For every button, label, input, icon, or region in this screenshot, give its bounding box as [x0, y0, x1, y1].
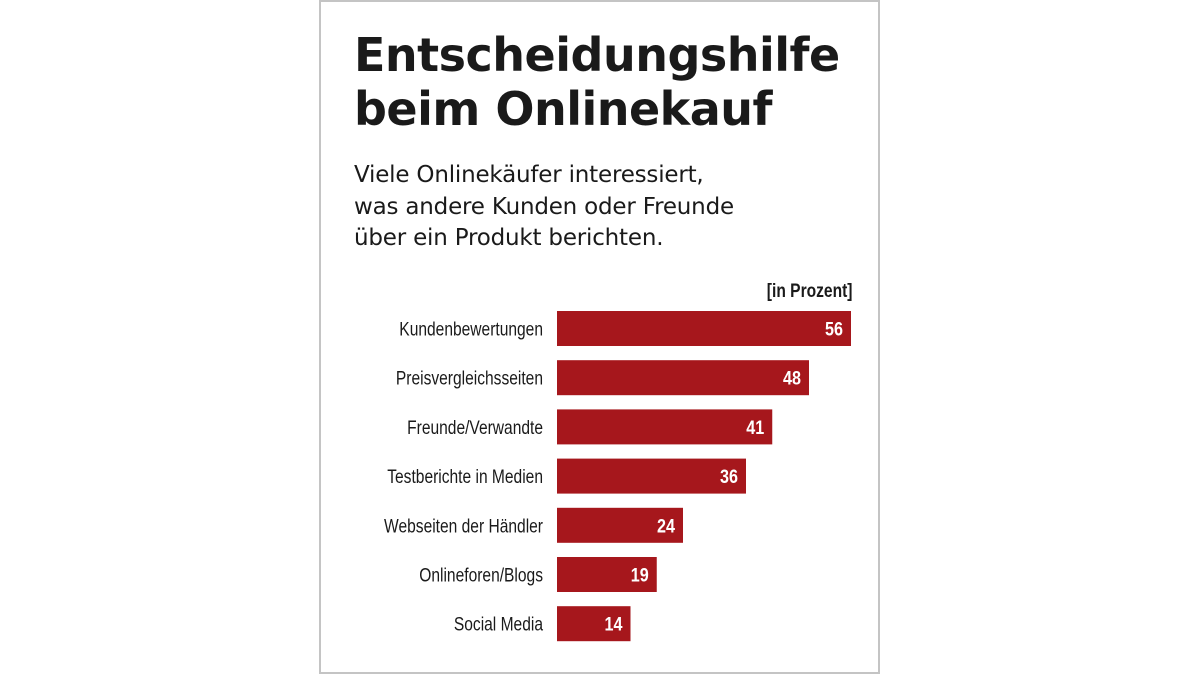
bar-5 — [557, 557, 657, 592]
category-label-2: Freunde/Verwandte — [407, 416, 543, 438]
value-label-1: 48 — [783, 367, 801, 389]
value-label-4: 24 — [657, 515, 675, 537]
chart-title-line-1: Entscheidungshilfe — [354, 28, 840, 82]
chart-subtitle-line-3: über ein Produkt berichten. — [354, 225, 664, 251]
chart-subtitle: Viele Onlinekäufer interessiert, was and… — [354, 160, 874, 255]
value-label-3: 36 — [720, 466, 738, 488]
unit-label: [in Prozent] — [766, 281, 852, 302]
category-label-3: Testberichte in Medien — [387, 466, 543, 488]
bar-2 — [557, 409, 773, 445]
bar-6 — [557, 606, 631, 642]
category-label-6: Social Media — [454, 613, 543, 635]
bar-3 — [557, 458, 746, 494]
category-label-5: Onlineforen/Blogs — [419, 564, 543, 586]
bar-4 — [557, 507, 683, 543]
category-label-0: Kundenbewertungen — [399, 318, 543, 340]
chart-subtitle-line-1: Viele Onlinekäufer interessiert, — [354, 162, 704, 188]
value-label-5: 19 — [631, 564, 649, 586]
bar-0 — [557, 311, 851, 346]
value-label-2: 41 — [746, 417, 764, 439]
chart-title: Entscheidungshilfe beim Onlinekauf — [354, 28, 874, 136]
bar-1 — [557, 360, 809, 396]
value-label-6: 14 — [605, 613, 623, 635]
category-label-1: Preisvergleichsseiten — [396, 367, 543, 389]
value-label-0: 56 — [825, 318, 843, 340]
chart-title-line-2: beim Onlinekauf — [354, 82, 773, 136]
chart-subtitle-line-2: was andere Kunden oder Freunde — [354, 193, 734, 220]
category-label-4: Webseiten der Händler — [384, 515, 543, 537]
